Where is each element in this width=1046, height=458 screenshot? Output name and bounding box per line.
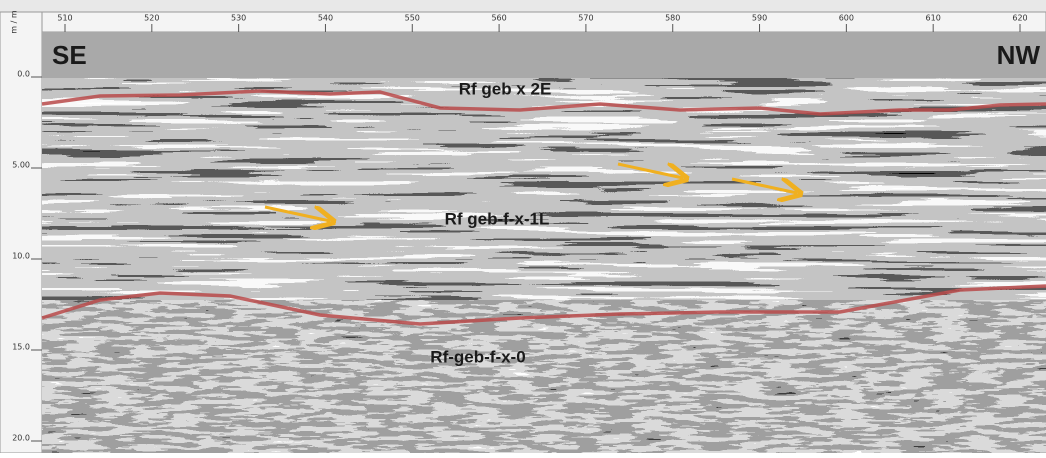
radar-lower — [42, 300, 1046, 453]
top-tick-label: 610 — [926, 14, 941, 23]
radar-upper — [42, 78, 1046, 308]
layer-label: Rf geb x 2E — [459, 79, 552, 98]
top-tick-label: 550 — [405, 14, 420, 23]
top-tick-label: 510 — [57, 14, 72, 23]
top-tick-label: 530 — [231, 14, 246, 23]
top-tick-label: 540 — [318, 14, 333, 23]
top-tick-label: 570 — [578, 14, 593, 23]
left-tick-label: 15.0 — [12, 343, 30, 352]
top-tick-label: 600 — [839, 14, 854, 23]
top-tick-label: 560 — [491, 14, 506, 23]
top-axis — [42, 12, 1046, 32]
radargram-figure: m / m SE NW Rf geb x 2E Rf geb-f-x-1L Rf… — [0, 0, 1046, 453]
direction-label: NW — [997, 40, 1041, 70]
layer-label: Rf geb-f-x-1L — [445, 209, 550, 228]
left-tick-label: 10.0 — [12, 252, 30, 261]
air-band — [42, 32, 1046, 80]
direction-label: SE — [52, 40, 87, 70]
top-tick-label: 590 — [752, 14, 767, 23]
layer-label: Rf-geb-f-x-0 — [430, 347, 525, 366]
axis-unit: m / m — [10, 10, 19, 34]
left-tick-label: 5.00 — [12, 161, 30, 170]
left-tick-label: 20.0 — [12, 434, 30, 443]
left-tick-label: 0.0 — [17, 70, 30, 79]
top-tick-label: 620 — [1012, 14, 1027, 23]
top-tick-label: 580 — [665, 14, 680, 23]
top-tick-label: 520 — [144, 14, 159, 23]
